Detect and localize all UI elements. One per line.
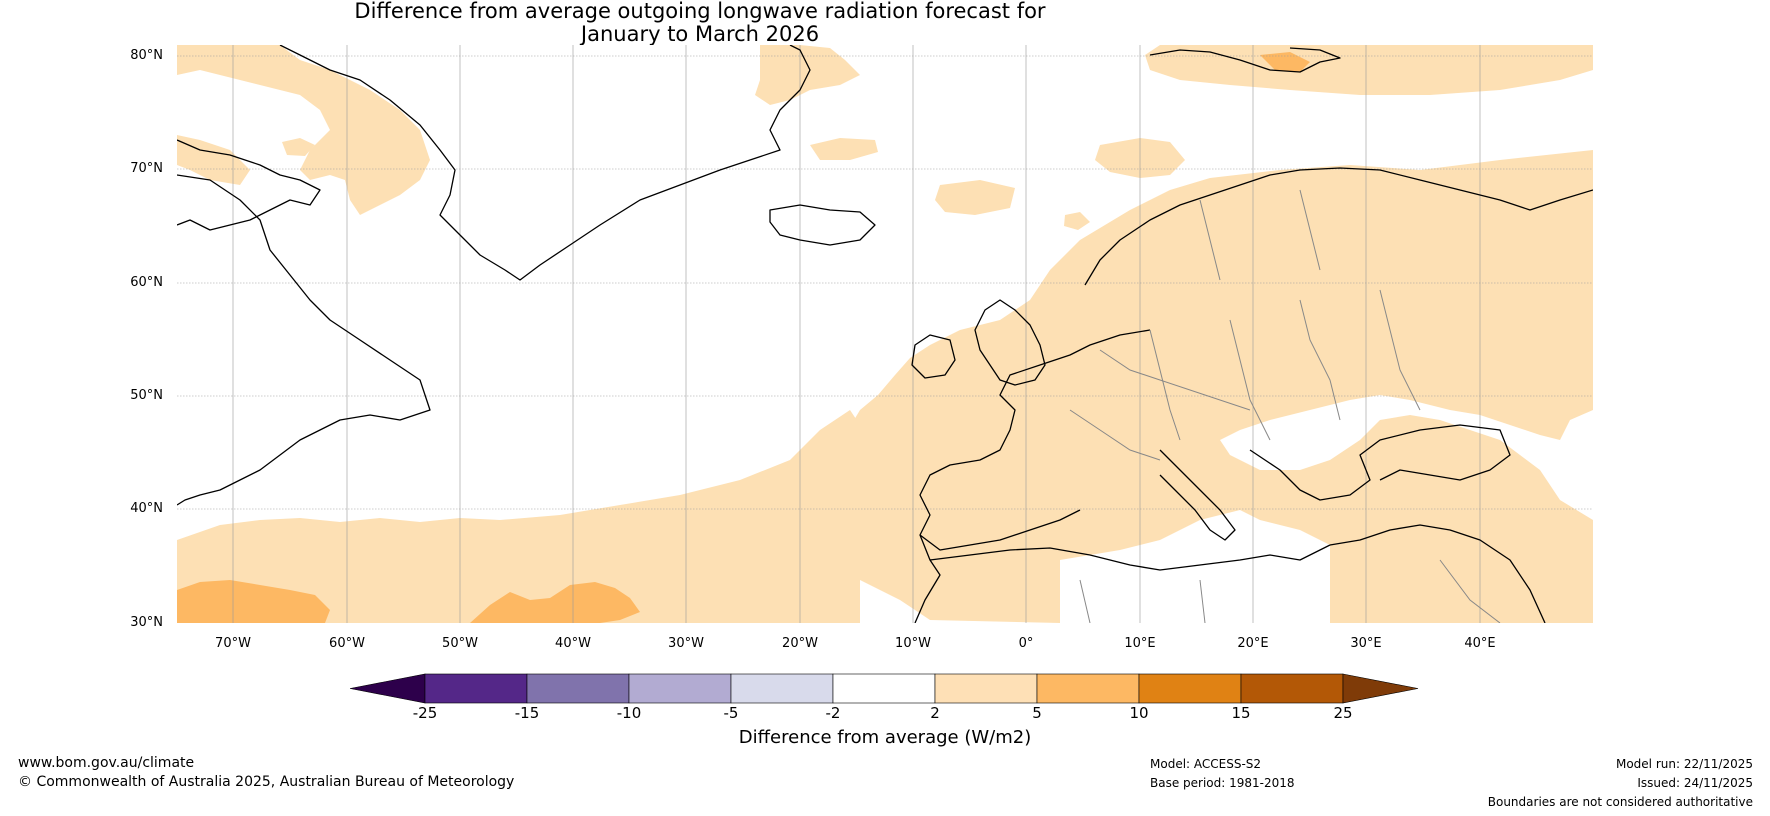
- colorbar-segment: [832, 673, 936, 704]
- lat-label-80n: 80°N: [130, 48, 163, 63]
- colorbar-segment: [526, 673, 630, 704]
- colorbar-tick-label: 25: [1333, 704, 1353, 722]
- coast-balkans-black-sea: [1249, 424, 1511, 501]
- colorbar: [350, 673, 1419, 704]
- colorbar-tick-label: 15: [1231, 704, 1251, 722]
- lon-label-50w: 50°W: [442, 636, 478, 651]
- anomaly-patch-iceland-east: [935, 180, 1015, 215]
- lat-label-70n: 70°N: [130, 161, 163, 176]
- anomaly-patch-small-2: [1064, 212, 1090, 230]
- border-3: [1229, 319, 1271, 441]
- border-7: [1199, 199, 1221, 281]
- coast-greenland: [279, 45, 811, 281]
- lon-label-10e: 10°E: [1124, 636, 1156, 651]
- borders: [1069, 189, 1501, 623]
- lon-label-40w: 40°W: [555, 636, 591, 651]
- border-5: [1379, 289, 1421, 411]
- lon-label-40e: 40°E: [1464, 636, 1496, 651]
- coast-iceland: [769, 204, 876, 246]
- colorbar-tick-label: -5: [723, 704, 739, 722]
- colorbar-label: Difference from average (W/m2): [738, 727, 1032, 748]
- colorbar-segment: [730, 673, 834, 704]
- title-line-2: January to March 2026: [580, 22, 820, 46]
- coast-britain: [974, 299, 1046, 386]
- anomaly-area-subtropics: [177, 410, 870, 623]
- colorbar-segment: [1240, 673, 1344, 704]
- colorbar-segment: [628, 673, 732, 704]
- border-6: [1069, 409, 1161, 461]
- coast-europe-west: [919, 329, 1151, 551]
- border-11: [1439, 559, 1501, 623]
- footer-issued: Issued: 24/11/2025: [1637, 776, 1753, 790]
- anomaly-area-darker-svalbard: [1260, 52, 1310, 72]
- colorbar-tick-label: 5: [1032, 704, 1042, 722]
- map-content: [177, 45, 1593, 623]
- footer-model: Model: ACCESS-S2: [1150, 757, 1262, 771]
- lon-label-20w: 20°W: [782, 636, 818, 651]
- colorbar-extend-high: [1342, 673, 1419, 704]
- title-line-1: Difference from average outgoing longwav…: [354, 0, 1046, 23]
- coast-scandinavia: [1084, 167, 1593, 286]
- colorbar-segments: [350, 673, 1419, 704]
- footer-disclaimer: Boundaries are not considered authoritat…: [1487, 795, 1753, 809]
- coast-ireland: [911, 334, 956, 379]
- border-2: [1149, 329, 1181, 441]
- anomaly-patch-small: [282, 138, 315, 156]
- border-9: [1079, 579, 1091, 623]
- lon-label-0: 0°: [1018, 636, 1034, 651]
- lon-label-10w: 10°W: [895, 636, 931, 651]
- coast-iberia-africa: [914, 534, 941, 623]
- border-10: [1199, 579, 1206, 623]
- colorbar-extend-low: [350, 673, 426, 704]
- coast-italy: [1159, 449, 1236, 541]
- colorbar-tick-label: -10: [616, 704, 642, 722]
- border-8: [1299, 189, 1321, 271]
- anomaly-patch-north-atlantic: [810, 138, 878, 160]
- lat-label-40n: 40°N: [130, 501, 163, 516]
- footer-model-run: Model run: 22/11/2025: [1615, 757, 1753, 771]
- footer-copyright: © Commonwealth of Australia 2025, Austra…: [18, 774, 515, 790]
- lat-label-30n: 30°N: [130, 615, 163, 630]
- anomaly-area-darker-mid: [470, 582, 640, 623]
- colorbar-tick-label: 10: [1129, 704, 1149, 722]
- colorbar-segment: [1036, 673, 1140, 704]
- coastlines: [177, 45, 1593, 623]
- coast-svalbard: [1149, 47, 1341, 73]
- coast-turkey-levant: [1329, 524, 1546, 623]
- gridlines: [177, 45, 1593, 623]
- chart-title: Difference from average outgoing longwav…: [0, 0, 1400, 46]
- colorbar-tick-label: -2: [825, 704, 841, 722]
- footer-base-period: Base period: 1981-2018: [1150, 776, 1295, 790]
- colorbar-tick-label: 2: [930, 704, 940, 722]
- border-1: [1099, 349, 1251, 411]
- border-4: [1299, 299, 1341, 421]
- colorbar-segment: [1138, 673, 1242, 704]
- colorbar-segment: [424, 673, 528, 704]
- anomaly-area-svalbard: [1145, 45, 1593, 95]
- coast-canada-north: [177, 139, 321, 231]
- coast-mediterranean-south: [929, 544, 1331, 571]
- colorbar-tick-label: -15: [514, 704, 540, 722]
- lon-label-20e: 20°E: [1237, 636, 1269, 651]
- coast-labrador: [177, 174, 431, 506]
- footer-website: www.bom.gov.au/climate: [18, 755, 195, 771]
- colorbar-segment: [934, 673, 1038, 704]
- lon-label-30e: 30°E: [1350, 636, 1382, 651]
- colorbar-tick-label: -25: [412, 704, 438, 722]
- lon-label-30w: 30°W: [668, 636, 704, 651]
- lat-label-50n: 50°N: [130, 388, 163, 403]
- anomaly-area-darker-west: [177, 580, 330, 623]
- anomaly-area-greenland-west: [177, 45, 430, 215]
- lat-label-60n: 60°N: [130, 275, 163, 290]
- anomaly-area-europe: [790, 150, 1593, 623]
- lon-label-60w: 60°W: [329, 636, 365, 651]
- lon-label-70w: 70°W: [215, 636, 251, 651]
